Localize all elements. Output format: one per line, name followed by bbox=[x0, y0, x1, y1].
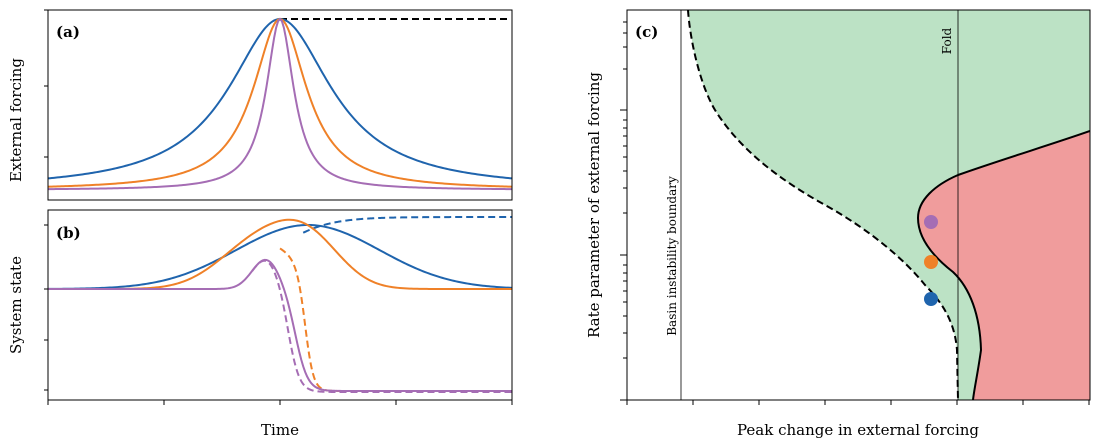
a-forcing-slow-line bbox=[48, 17, 512, 180]
c-point-fast bbox=[924, 215, 938, 229]
panel-label-a: (a) bbox=[56, 23, 80, 41]
panel-b: (b) System state Time bbox=[7, 209, 513, 439]
panel-c: (c) Basin instability boundary Fold Rate… bbox=[585, 9, 1091, 439]
b-state-fast-solid bbox=[48, 258, 512, 392]
b-axes-frame bbox=[47, 209, 513, 401]
c-fold-label: Fold bbox=[940, 27, 954, 54]
b-state-medium-dashed bbox=[279, 247, 512, 392]
panel-label-b: (b) bbox=[56, 224, 81, 242]
b-state-slow-dashed bbox=[302, 216, 512, 234]
a-ylabel: External forcing bbox=[7, 58, 25, 182]
a-forcing-fast-line bbox=[48, 17, 512, 191]
ab-xlabel: Time bbox=[261, 421, 299, 439]
c-yticks bbox=[620, 21, 627, 401]
panel-label-c: (c) bbox=[635, 23, 658, 41]
c-xticks bbox=[626, 400, 1090, 405]
b-state-slow-solid bbox=[48, 223, 512, 290]
c-basin-instability-label: Basin instability boundary bbox=[665, 176, 679, 336]
b-ylabel: System state bbox=[7, 256, 25, 354]
c-ylabel: Rate parameter of external forcing bbox=[585, 72, 603, 338]
c-point-slow bbox=[924, 292, 938, 306]
c-xlabel: Peak change in external forcing bbox=[737, 421, 979, 439]
c-tipping-region bbox=[918, 131, 1090, 400]
b-state-fast-dashed bbox=[251, 259, 512, 393]
c-axes-frame bbox=[626, 9, 1091, 401]
a-forcing-medium-line bbox=[48, 17, 512, 188]
a-axes-frame bbox=[47, 9, 513, 201]
c-tipping-boundary-solid bbox=[916, 130, 1090, 400]
c-point-medium bbox=[924, 255, 938, 269]
panel-a: (a) External forcing bbox=[7, 9, 513, 201]
